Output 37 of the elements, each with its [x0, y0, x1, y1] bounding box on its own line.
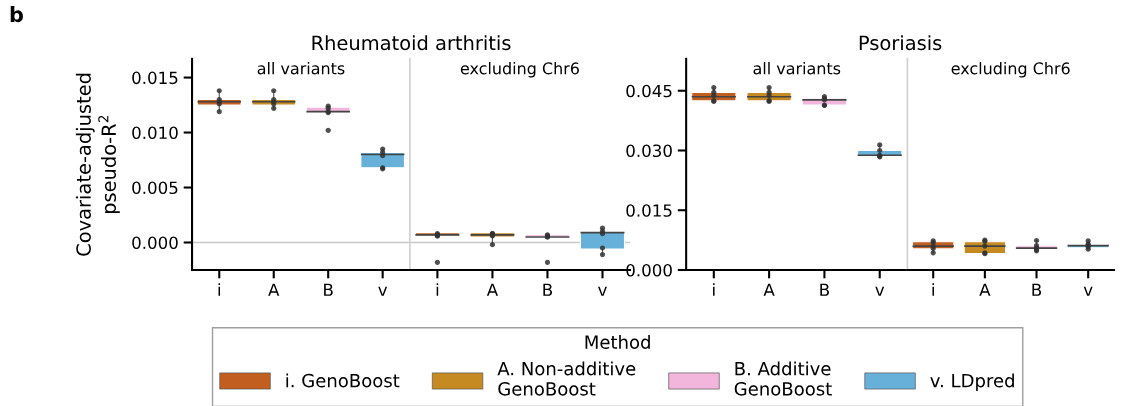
y-tick-label: 0.045	[626, 84, 672, 98]
legend-label: A. Non-additive GenoBoost	[497, 361, 636, 396]
x-tick-label: v	[1083, 286, 1093, 296]
x-tick-label: B	[543, 283, 552, 296]
x-tick-label: A	[486, 283, 498, 296]
y-tick-label: 0.015	[626, 204, 672, 217]
legend-label: i. GenoBoost	[286, 373, 400, 388]
legend-title: Method	[585, 334, 650, 349]
y-tick-label: 0.010	[132, 126, 178, 140]
x-tick-label: i	[436, 283, 439, 296]
legend-label: B. Additive GenoBoost	[734, 361, 832, 396]
x-tick-label: v	[875, 286, 885, 296]
x-tick-label: A	[979, 283, 991, 296]
y-tick-label: 0.015	[132, 71, 178, 85]
y-tick-label: 0.000	[132, 236, 178, 250]
x-tick-label: B	[324, 283, 333, 296]
chart-subtitle: excluding Chr6	[951, 62, 1070, 78]
chart-subtitle: all variants	[257, 62, 345, 75]
x-tick-label: i	[218, 283, 221, 296]
x-tick-label: A	[268, 283, 280, 296]
text: b	[10, 6, 23, 23]
y-tick-label: 0.000	[626, 263, 672, 277]
chart-title: Psoriasis	[859, 35, 942, 51]
y-tick-label: 0.030	[626, 144, 672, 158]
x-tick-label: A	[763, 283, 775, 296]
x-tick-label: B	[820, 283, 829, 296]
x-tick-label: i	[932, 283, 934, 296]
chart-subtitle: excluding Chr6	[460, 62, 579, 78]
x-tick-label: v	[378, 286, 388, 296]
y-tick-label: 0.005	[132, 181, 178, 195]
y-axis-title: Covariate-adjusted pseudo-R$^{2}$	[75, 73, 120, 256]
legend-label: v. LDpred	[930, 373, 1014, 391]
chart-title: Rheumatoid arthritis	[312, 35, 511, 51]
chart-subtitle: all variants	[753, 62, 841, 75]
x-tick-label: i	[713, 283, 715, 296]
x-tick-label: v	[598, 286, 607, 296]
x-tick-label: B	[1032, 283, 1042, 296]
